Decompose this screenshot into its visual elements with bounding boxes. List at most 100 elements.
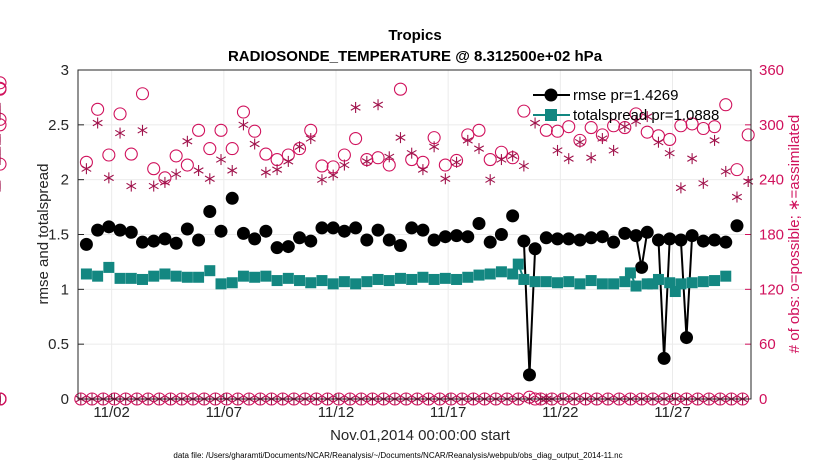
obs-assimilated-point [530,117,541,129]
asterisk-stroke [417,166,428,173]
asterisk-stroke [361,158,372,165]
obs-assimilated-point [115,127,126,139]
y-left-tick-label: 1 [61,281,69,298]
obs-possible-point [349,131,363,146]
obs-assimilated-point [429,141,440,153]
totalspread-point [675,278,687,290]
totalspread-point [451,273,463,285]
totalspread-point [473,269,485,281]
asterisk-stroke [171,170,182,178]
rmse-point [551,232,565,246]
obs-assimilated-point [227,165,238,177]
obs-assimilated-point [171,168,182,180]
totalspread-point [697,276,709,288]
x-tick-label: 11/02 [93,404,129,421]
totalspread-point [170,270,182,282]
rmse-point [113,223,127,237]
plot-area [0,76,755,406]
rmse-point [393,238,407,252]
rmse-point [528,242,542,256]
y-left-tick-label: 0.5 [48,336,69,353]
obs-assimilated-point [608,144,619,156]
y-right-tick-label: 180 [759,227,784,244]
chart-subtitle: RADIOSONDE_TEMPERATURE @ 8.312500e+02 hP… [228,48,603,65]
obs-assimilated-point [249,138,260,150]
obs-possible-point [685,117,699,131]
rmse-point [169,236,183,250]
rmse-point [259,224,273,238]
obs-assimilated-point [462,134,473,146]
rmse-point [651,233,665,247]
obs-possible-point [135,87,150,101]
rmse-point [635,260,649,274]
asterisk-stroke [731,193,743,201]
obs-possible-point [225,142,239,156]
rmse-point [236,226,250,240]
totalspread-point [350,278,362,290]
rmse-point [180,222,194,236]
obs-assimilated-point [496,154,507,166]
rmse-point [517,234,531,248]
asterisk-stroke [664,149,675,157]
asterisk-stroke [328,171,339,179]
rmse-point [719,235,733,249]
obs-possible-point [584,121,598,135]
obs-assimilated-point [350,101,361,113]
obs-possible-point [0,392,7,406]
obs-possible-point [696,121,710,136]
obs-assimilated-point [316,174,328,186]
y-axis-right-label: # of obs: o=possible; ∗=assimilated [786,115,803,354]
obs-possible-point [180,158,194,172]
rmse-point [494,228,508,241]
x-tick-label: 11/12 [318,404,354,421]
y-axis-left-label: rmse and totalspread [35,164,52,305]
obs-assimilated-point [126,180,137,192]
obs-assimilated-point [373,99,384,111]
totalspread-point [507,268,519,280]
obs-assimilated-point [238,119,249,131]
obs-assimilated-point [597,133,608,145]
totalspread-point [383,275,395,287]
obs-possible-point [719,98,733,112]
totalspread-point [92,270,104,282]
obs-assimilated-point [619,121,630,133]
totalspread-point [215,278,227,290]
obs-possible-point [483,153,497,167]
asterisk-stroke [92,119,103,127]
rmse-point [483,235,497,249]
obs-assimilated-point [260,166,271,178]
obs-assimilated-point [451,156,462,168]
totalspread-point [669,286,681,298]
obs-possible-point [0,392,7,406]
rmse-point [360,233,374,247]
obs-possible-point [102,148,116,162]
asterisk-stroke [653,138,664,146]
data-file-footer: data file: /Users/gharamti/Documents/NCA… [173,451,622,460]
x-axis-label: Nov.01,2014 00:00:00 start [330,427,511,444]
asterisk-stroke [159,179,170,186]
obs-possible-point [203,142,217,156]
obs-assimilated-point [586,152,597,164]
rmse-point [427,233,441,247]
totalspread-point [204,265,216,277]
obs-assimilated-point [675,182,686,194]
obs-assimilated-point [361,155,372,167]
obs-possible-point [550,124,565,138]
y-left-tick-label: 3 [61,62,69,79]
obs-assimilated-point [204,173,215,185]
obs-possible-point [0,392,7,406]
totalspread-point [316,275,328,287]
rmse-point [450,229,464,243]
totalspread-point [193,271,205,283]
totalspread-point [428,273,440,285]
totalspread-point [136,273,148,285]
obs-possible-point [0,118,7,132]
rmse-point [158,232,172,246]
totalspread-point [540,276,552,288]
totalspread-point [338,276,350,288]
obs-possible-point [663,132,677,147]
obs-possible-point [741,128,755,142]
rmse-point [371,223,385,237]
asterisk-stroke [148,182,159,190]
rmse-point [438,230,452,244]
